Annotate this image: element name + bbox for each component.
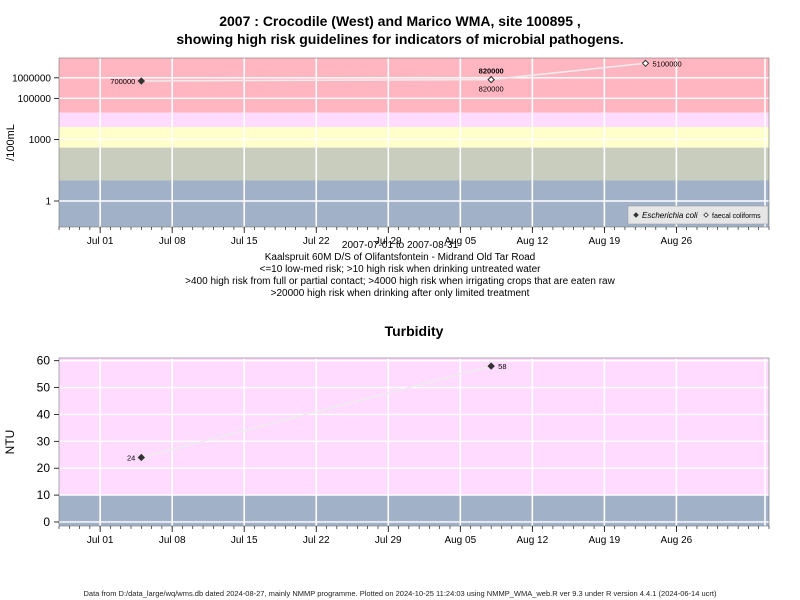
legend-ecoli-marker	[633, 212, 639, 218]
bottom-x-tick-label: Jul 08	[159, 535, 186, 546]
bottom-y-tick-label: 20	[37, 461, 51, 475]
turbidity-point	[487, 362, 495, 370]
turbidity-title: Turbidity	[385, 323, 444, 339]
top-x-tick-label: Jul 29	[375, 236, 402, 247]
bottom-y-tick-label: 10	[37, 488, 51, 502]
top-data-label: 5100000	[653, 59, 682, 68]
top-x-tick-label: Aug 05	[444, 236, 476, 247]
top-series-line	[491, 62, 646, 81]
band-high-risk	[59, 58, 769, 113]
turbidity-band-upper	[59, 358, 769, 496]
band-contact-risk	[59, 127, 769, 148]
subtitle-guideline-3: >20000 high risk when drinking after onl…	[270, 288, 530, 299]
bottom-y-tick-label: 0	[43, 515, 50, 529]
bottom-y-tick-label: 40	[37, 407, 51, 421]
legend-series-label: faecal coliforms	[712, 213, 761, 220]
bottom-x-tick-label: Jul 29	[375, 535, 402, 546]
top-x-tick-label: Jul 08	[159, 236, 186, 247]
faecal-coliform-point	[641, 59, 650, 68]
bottom-plot-frame	[58, 357, 770, 527]
bottom-x-tick-label: Aug 19	[589, 535, 621, 546]
top-y-tick-label: 1000	[29, 135, 52, 146]
bottom-x-tick-label: Jul 15	[231, 535, 258, 546]
top-x-tick-label: Aug 26	[661, 236, 693, 247]
top-data-label: 820000	[479, 67, 504, 76]
chart-title-line2: showing high risk guidelines for indicat…	[176, 31, 624, 47]
legend-series-label: Escherichia coli	[642, 211, 698, 220]
bottom-y-axis-label: NTU	[3, 430, 17, 455]
top-plot-frame	[58, 57, 770, 228]
top-x-tick-label: Jul 01	[87, 236, 114, 247]
bottom-x-tick-label: Aug 12	[516, 535, 548, 546]
top-data-label: 820000	[479, 85, 504, 94]
turbidity-band-lower	[59, 495, 769, 526]
top-y-tick-label: 100000	[18, 94, 52, 105]
chart-title-line1: 2007 : Crocodile (West) and Marico WMA, …	[219, 13, 581, 29]
bottom-y-tick-label: 50	[37, 381, 51, 395]
top-y-tick-label: 1	[45, 197, 51, 208]
subtitle-date-range: 2007-07-01 to 2007-08-31	[341, 240, 459, 251]
turbidity-data-label: 24	[127, 453, 135, 462]
bottom-y-tick-label: 60	[37, 354, 51, 368]
top-y-axis-label: /100mL	[5, 124, 17, 161]
subtitle-site: Kaalspruit 60M D/S of Olifantsfontein - …	[264, 252, 536, 263]
top-data-label: 700000	[110, 77, 135, 86]
faecal-coliform-point	[487, 75, 495, 84]
legend-box	[627, 205, 769, 225]
top-x-tick-label: Aug 19	[589, 236, 621, 247]
subtitle-guideline-1: <=10 low-med risk; >10 high risk when dr…	[259, 264, 541, 275]
top-y-tick-label: 1000000	[12, 73, 51, 84]
subtitle-guideline-2: >400 high risk from full or partial cont…	[185, 276, 615, 287]
top-x-tick-label: Aug 12	[516, 236, 548, 247]
top-x-tick-label: Jul 22	[303, 236, 330, 247]
footer-note: Data from D:/data_large/wq/wms.db dated …	[83, 589, 717, 598]
bottom-x-tick-label: Aug 26	[661, 535, 693, 546]
turbidity-line	[141, 365, 492, 459]
bottom-x-tick-label: Jul 01	[87, 535, 114, 546]
bottom-x-tick-label: Aug 05	[444, 535, 476, 546]
ecoli-point	[137, 77, 146, 85]
legend-faecal-marker	[703, 212, 709, 218]
turbidity-data-label: 58	[498, 362, 506, 371]
bottom-x-tick-label: Jul 22	[303, 535, 330, 546]
band-irrigation-risk	[59, 112, 769, 128]
turbidity-point	[137, 453, 146, 462]
top-series-line	[141, 78, 492, 82]
top-x-tick-label: Jul 15	[231, 236, 258, 247]
bottom-y-tick-label: 30	[37, 434, 51, 448]
band-drinking-risk	[59, 147, 769, 181]
